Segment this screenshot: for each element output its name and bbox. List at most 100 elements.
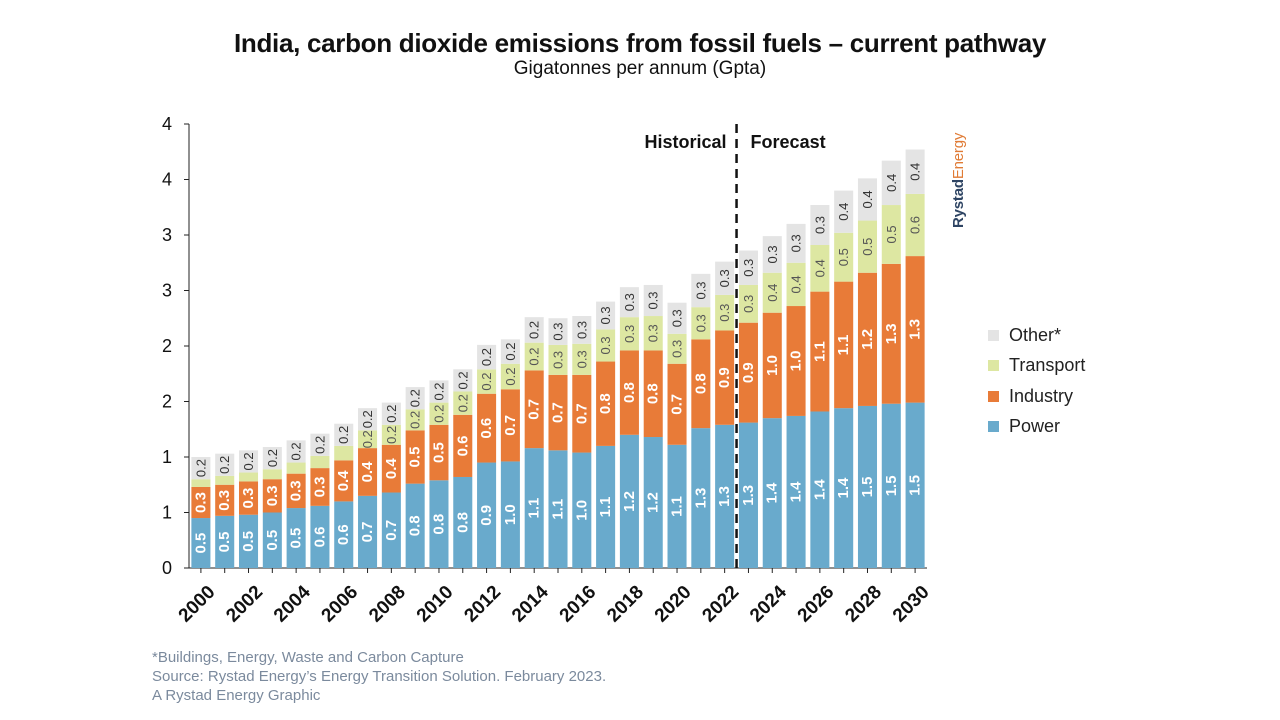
- bar-power-2017: [596, 445, 616, 568]
- bar-power-2030: [905, 402, 925, 568]
- bar-power-2006: [334, 501, 354, 568]
- data-label-power-2020: 1.1: [669, 496, 686, 517]
- data-label-industry-2025: 1.0: [788, 351, 805, 372]
- bar-transport-2027: [834, 232, 854, 282]
- legend-swatch-power: [988, 421, 999, 433]
- bar-other-2020: [667, 302, 687, 334]
- footnote-credit: A Rystad Energy Graphic: [152, 687, 321, 704]
- bar-power-2025: [786, 415, 806, 568]
- data-label-industry-2012: 0.6: [478, 418, 495, 439]
- data-label-transport-2022: 0.3: [717, 304, 732, 322]
- data-label-other-2017: 0.3: [598, 306, 613, 324]
- bar-industry-2002: [238, 481, 259, 515]
- data-label-industry-2004: 0.3: [288, 480, 305, 501]
- bar-power-2014: [524, 448, 544, 568]
- bar-transport-2016: [572, 343, 592, 375]
- data-label-industry-2023: 0.9: [740, 362, 757, 383]
- data-label-industry-2011: 0.6: [454, 435, 471, 456]
- data-label-other-2013: 0.2: [503, 343, 518, 361]
- data-label-transport-2023: 0.3: [741, 295, 756, 313]
- bar-power-2028: [857, 405, 878, 568]
- x-tick-label-2006: 2006: [318, 582, 363, 627]
- bar-power-2009: [405, 483, 425, 568]
- y-tick-label: 0: [162, 558, 172, 578]
- data-label-industry-2027: 1.1: [835, 334, 852, 355]
- data-label-other-2010: 0.2: [431, 382, 446, 400]
- data-label-transport-2016: 0.3: [574, 350, 589, 368]
- bar-other-2009: [405, 387, 425, 410]
- bar-industry-2029: [881, 263, 901, 404]
- bar-industry-2012: [477, 393, 497, 463]
- bar-transport-2013: [500, 363, 520, 390]
- bar-industry-2001: [215, 484, 235, 516]
- bar-industry-2003: [262, 479, 282, 513]
- data-label-power-2024: 1.4: [764, 482, 781, 504]
- legend-item-power: Power: [988, 412, 1085, 443]
- data-label-power-2026: 1.4: [811, 479, 828, 501]
- data-label-other-2030: 0.4: [908, 163, 923, 181]
- data-label-industry-2010: 0.5: [430, 442, 447, 463]
- data-label-power-2015: 1.1: [550, 499, 567, 520]
- data-label-other-2020: 0.3: [670, 309, 685, 327]
- bar-power-2011: [453, 476, 473, 568]
- bar-industry-2000: [191, 486, 211, 519]
- data-label-power-2010: 0.8: [430, 514, 447, 535]
- bar-transport-2018: [619, 317, 639, 351]
- bar-transport-2014: [524, 342, 544, 371]
- bar-industry-2024: [762, 312, 782, 419]
- bar-industry-2008: [381, 444, 401, 493]
- bar-transport-2001: [215, 475, 235, 485]
- legend-item-other: Other*: [988, 320, 1085, 351]
- data-label-other-2015: 0.3: [551, 323, 566, 341]
- data-label-industry-2028: 1.2: [859, 329, 876, 350]
- data-label-power-2001: 0.5: [216, 531, 233, 552]
- bar-transport-2030: [905, 193, 925, 257]
- bar-power-2015: [548, 450, 568, 568]
- bar-power-2023: [738, 422, 758, 568]
- data-label-industry-2008: 0.4: [383, 458, 400, 480]
- data-label-power-2003: 0.5: [264, 530, 281, 551]
- data-label-transport-2009: 0.2: [408, 411, 423, 429]
- data-label-power-2028: 1.5: [859, 477, 876, 498]
- bar-other-2030: [905, 149, 925, 194]
- data-label-other-2007: 0.2: [360, 410, 375, 428]
- data-label-power-2016: 1.0: [573, 500, 590, 521]
- bar-transport-2005: [310, 455, 330, 469]
- data-label-other-2003: 0.2: [265, 449, 280, 467]
- x-tick-label-2000: 2000: [175, 582, 220, 627]
- data-label-transport-2007: 0.2: [360, 430, 375, 448]
- bar-other-2028: [857, 178, 878, 221]
- data-label-other-2011: 0.2: [455, 371, 470, 389]
- data-label-power-2014: 1.1: [526, 498, 543, 519]
- annotation-forecast: Forecast: [751, 132, 826, 152]
- x-tick-label-2026: 2026: [794, 582, 839, 627]
- legend-label-power: Power: [1009, 416, 1061, 437]
- x-tick-label-2014: 2014: [508, 581, 553, 626]
- logo-part-1: Rystad: [950, 179, 967, 228]
- bar-other-2012: [477, 344, 497, 370]
- bar-transport-2021: [691, 307, 711, 340]
- data-label-power-2013: 1.0: [502, 504, 519, 525]
- bar-other-2010: [429, 380, 449, 403]
- data-label-other-2019: 0.3: [646, 291, 661, 309]
- bar-transport-2000: [191, 479, 211, 487]
- x-tick-label-2002: 2002: [222, 582, 267, 627]
- data-label-power-2009: 0.8: [407, 515, 424, 536]
- data-label-power-2030: 1.5: [907, 475, 924, 496]
- bar-power-2018: [619, 434, 639, 568]
- data-label-other-2027: 0.4: [836, 203, 851, 221]
- data-label-other-2029: 0.4: [884, 174, 899, 192]
- bar-transport-2024: [762, 272, 782, 313]
- x-tick-label-2016: 2016: [556, 582, 601, 627]
- data-label-industry-2005: 0.3: [311, 477, 328, 498]
- data-label-industry-2003: 0.3: [264, 485, 281, 506]
- chart-subtitle: Gigatonnes per annum (Gpta): [513, 58, 767, 79]
- data-label-other-2022: 0.3: [717, 269, 732, 287]
- bar-industry-2028: [857, 272, 878, 406]
- bar-power-2004: [286, 508, 306, 568]
- data-label-transport-2025: 0.4: [789, 275, 804, 293]
- bar-transport-2011: [453, 391, 473, 415]
- bar-other-2014: [524, 317, 544, 343]
- data-label-other-2016: 0.3: [574, 321, 589, 339]
- bar-other-2000: [191, 457, 211, 480]
